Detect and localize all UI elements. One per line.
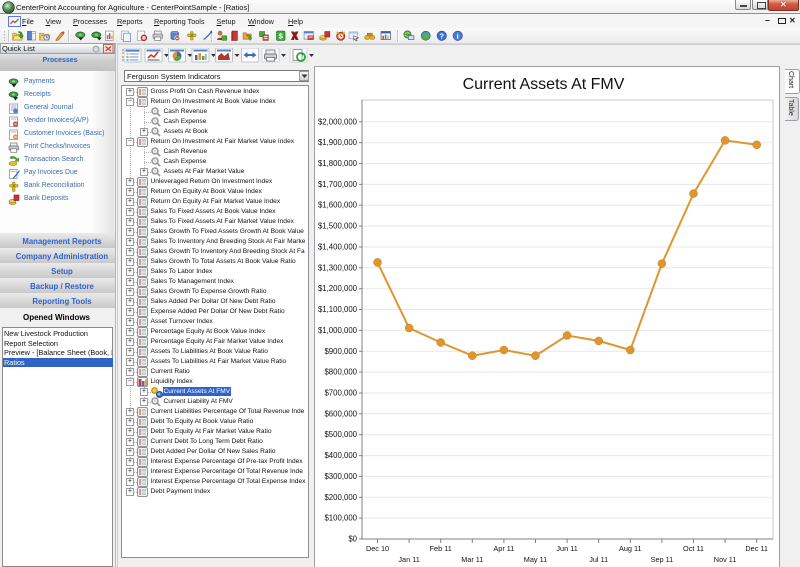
svg-text:$900,000: $900,000	[324, 347, 357, 356]
svg-text:$2,000,000: $2,000,000	[318, 117, 358, 126]
svg-text:$1,900,000: $1,900,000	[318, 138, 358, 147]
svg-text:$700,000: $700,000	[324, 389, 357, 398]
svg-text:$200,000: $200,000	[324, 493, 357, 502]
svg-text:Jun 11: Jun 11	[556, 544, 577, 553]
svg-text:Sep 11: Sep 11	[651, 555, 674, 564]
svg-text:i: i	[457, 32, 460, 41]
svg-text:Aug 11: Aug 11	[619, 544, 642, 553]
svg-text:$: $	[279, 32, 284, 41]
svg-text:$100,000: $100,000	[324, 514, 357, 523]
svg-text:$1,500,000: $1,500,000	[318, 222, 358, 231]
svg-text:Jan 11: Jan 11	[398, 555, 419, 564]
svg-text:$1,100,000: $1,100,000	[318, 305, 358, 314]
svg-text:$0: $0	[348, 535, 357, 544]
svg-text:$1,400,000: $1,400,000	[318, 243, 358, 252]
svg-text:$1,300,000: $1,300,000	[318, 263, 358, 272]
svg-text:$500,000: $500,000	[324, 430, 357, 439]
svg-text:$400,000: $400,000	[324, 451, 357, 460]
svg-text:$1,800,000: $1,800,000	[318, 159, 358, 168]
svg-text:Nov 11: Nov 11	[714, 555, 737, 564]
svg-text:Jul 11: Jul 11	[589, 555, 608, 564]
svg-text:Current Assets At FMV: Current Assets At FMV	[463, 76, 625, 93]
svg-text:$1,200,000: $1,200,000	[318, 284, 358, 293]
svg-text:Oct 11: Oct 11	[683, 544, 704, 553]
svg-text:$1,000,000: $1,000,000	[318, 326, 358, 335]
svg-text:$300,000: $300,000	[324, 472, 357, 481]
svg-text:Apr 11: Apr 11	[493, 544, 514, 553]
svg-text:Feb 11: Feb 11	[430, 544, 452, 553]
svg-text:Dec 11: Dec 11	[745, 544, 768, 553]
svg-text:?: ?	[439, 32, 444, 41]
svg-text:$1,700,000: $1,700,000	[318, 180, 358, 189]
svg-text:$800,000: $800,000	[324, 368, 357, 377]
svg-text:$600,000: $600,000	[324, 409, 357, 418]
svg-text:May 11: May 11	[524, 555, 547, 564]
svg-text:Mar 11: Mar 11	[461, 555, 483, 564]
svg-text:Dec 10: Dec 10	[366, 544, 389, 553]
svg-text:$1,600,000: $1,600,000	[318, 201, 358, 210]
